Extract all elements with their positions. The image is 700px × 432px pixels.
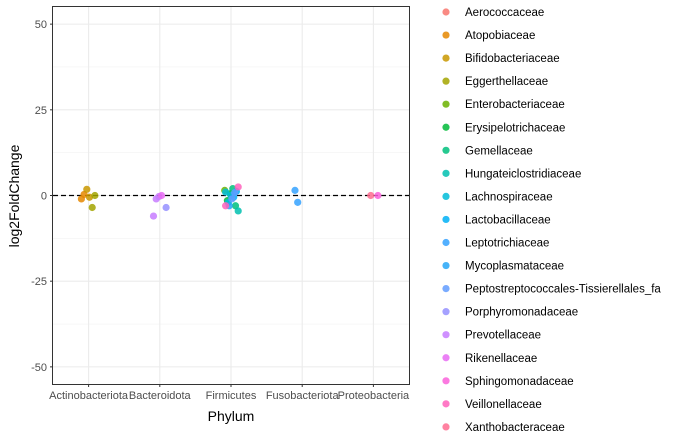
data-point	[158, 191, 166, 200]
data-point	[222, 202, 230, 210]
legend-key	[442, 261, 450, 270]
x-axis-title: Phylum	[208, 408, 255, 424]
y-tick-label: 50	[35, 19, 47, 31]
legend-key	[442, 77, 450, 85]
data-point	[88, 203, 96, 212]
legend-key	[442, 8, 450, 16]
data-points	[77, 183, 382, 220]
legend-key	[442, 215, 450, 224]
legend-label: Erysipelotrichaceae	[465, 122, 565, 134]
data-point	[85, 193, 94, 201]
legend-key	[442, 285, 450, 293]
x-tick-label: Actinobacteriota	[49, 390, 129, 402]
legend-label: Lactobacillaceae	[465, 214, 551, 226]
legend-label: Atopobiaceae	[465, 30, 535, 42]
legend-key	[442, 169, 450, 177]
legend-key	[442, 192, 450, 200]
data-point	[222, 188, 230, 196]
legend-label: Sphingomonadaceae	[465, 376, 574, 388]
legend-label: Bifidobacteriaceae	[465, 53, 560, 65]
x-tick-label: Bacteroidota	[129, 390, 192, 402]
legend-label: Prevotellaceae	[465, 330, 541, 342]
data-point	[228, 195, 236, 203]
legend-key	[442, 423, 450, 431]
legend-key	[442, 146, 450, 154]
data-point	[234, 183, 242, 191]
legend-key	[442, 100, 450, 108]
x-tick-label: Proteobacteria	[338, 390, 410, 402]
data-point	[149, 212, 158, 220]
data-point	[234, 207, 242, 215]
y-axis: 50 25 0 -25 -50	[31, 19, 53, 374]
data-point	[374, 191, 382, 200]
legend-label: Gemellaceae	[465, 145, 533, 157]
legend: Aerococcaceae Atopobiaceae Bifidobacteriac…	[442, 7, 661, 432]
y-tick-label: 0	[41, 191, 47, 203]
data-point	[91, 191, 99, 200]
legend-label: Xanthobacteraceae	[465, 422, 565, 432]
data-point	[294, 198, 302, 206]
legend-key	[442, 308, 450, 316]
legend-label: Enterobacteriaceae	[465, 99, 565, 111]
legend-key	[442, 31, 450, 39]
data-point	[291, 186, 299, 194]
legend-label: Lachnospiraceae	[465, 191, 553, 203]
legend-key	[442, 377, 450, 385]
legend-label: Eggerthellaceae	[465, 76, 548, 88]
legend-label: Rikenellaceae	[465, 353, 537, 365]
legend-key	[442, 400, 450, 408]
y-tick-label: 25	[35, 105, 47, 117]
legend-label: Peptostreptococcales-Tissierellales_fa	[465, 284, 661, 296]
y-tick-label: -25	[31, 276, 47, 288]
legend-key	[442, 238, 450, 247]
legend-key	[442, 123, 450, 131]
legend-label: Hungateiclostridiaceae	[465, 168, 581, 180]
legend-key	[442, 331, 450, 339]
data-point	[83, 185, 91, 193]
legend-key	[442, 54, 450, 62]
y-axis-title: log2FoldChange	[6, 144, 22, 247]
legend-label: Leptotrichiaceae	[465, 238, 549, 250]
legend-label: Mycoplasmataceae	[465, 261, 564, 273]
x-tick-label: Firmicutes	[206, 390, 257, 402]
data-point	[367, 191, 375, 200]
x-axis: Actinobacteriota Bacteroidota Firmicutes Fu…	[49, 384, 410, 402]
y-tick-label: -50	[31, 362, 47, 374]
legend-label: Porphyromonadaceae	[465, 307, 578, 319]
legend-key	[442, 354, 450, 362]
x-tick-label: Fusobacteriota	[266, 390, 340, 402]
legend-label: Aerococcaceae	[465, 7, 544, 19]
data-point	[231, 189, 239, 197]
data-point	[162, 203, 170, 212]
legend-label: Veillonellaceae	[465, 399, 542, 411]
